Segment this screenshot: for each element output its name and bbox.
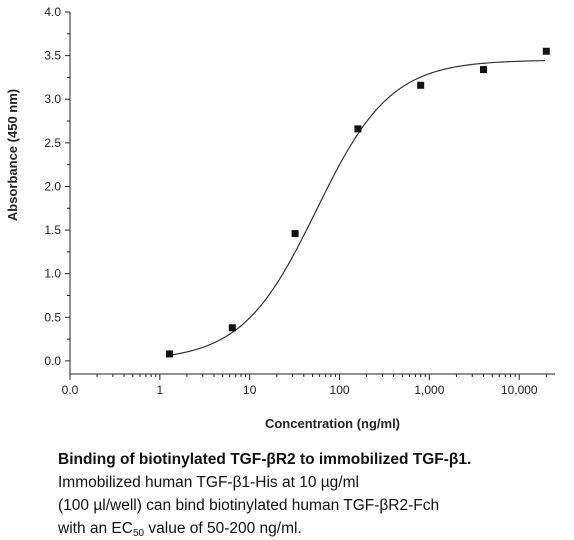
data-point — [479, 66, 487, 74]
data-point — [165, 350, 173, 358]
x-axis-title: Concentration (ng/ml) — [265, 416, 400, 431]
y-tick-label: 0.0 — [44, 354, 61, 368]
data-point — [542, 47, 550, 55]
x-tick-label: 10 — [243, 383, 257, 397]
y-tick-label: 2.5 — [44, 136, 61, 150]
data-point — [354, 125, 362, 133]
y-axis-title: Absorbance (450 nm) — [5, 89, 20, 221]
data-points — [165, 47, 550, 358]
x-tick-label: 10,000 — [501, 383, 538, 397]
y-tick-label: 2.0 — [44, 179, 61, 193]
x-tick-label: 1 — [157, 383, 164, 397]
x-tick-label: 100 — [330, 383, 350, 397]
x-tick-label: 0.0 — [62, 383, 79, 397]
caption-line-3: with an EC50 value of 50-200 ng/ml. — [58, 517, 568, 540]
y-tick-label: 1.0 — [44, 267, 61, 281]
data-point — [291, 230, 299, 238]
x-tick-label: 1,000 — [414, 383, 444, 397]
binding-curve-chart: 0.0 0.5 1.0 1.5 2.0 2.5 3.0 3.5 4.0 0.0 1 10 100 1,00… — [5, 5, 555, 431]
caption-line-1: Immobilized human TGF-β1-His at 10 µg/ml — [58, 474, 359, 491]
y-tick-label: 0.5 — [44, 310, 61, 324]
y-tick-label: 4.0 — [44, 5, 61, 19]
fit-curve — [169, 60, 546, 356]
caption-line-2: (100 µl/well) can bind biotinylated huma… — [58, 497, 440, 514]
caption-line-3-post: value of 50-200 ng/ml. — [144, 520, 302, 537]
figure-caption: Binding of biotinylated TGF-βR2 to immob… — [58, 448, 568, 540]
y-tick-label: 1.5 — [44, 223, 61, 237]
caption-line-3-pre: with an EC — [58, 520, 133, 537]
axis-ticks: 0.0 0.5 1.0 1.5 2.0 2.5 3.0 3.5 4.0 0.0 1 10 100 1,00… — [44, 5, 547, 397]
data-point — [228, 324, 236, 332]
y-tick-label: 3.5 — [44, 49, 61, 63]
caption-ec-subscript: 50 — [132, 528, 145, 539]
caption-title: Binding of biotinylated TGF-βR2 to immob… — [58, 451, 472, 468]
y-tick-label: 3.0 — [44, 92, 61, 106]
data-point — [417, 81, 425, 89]
